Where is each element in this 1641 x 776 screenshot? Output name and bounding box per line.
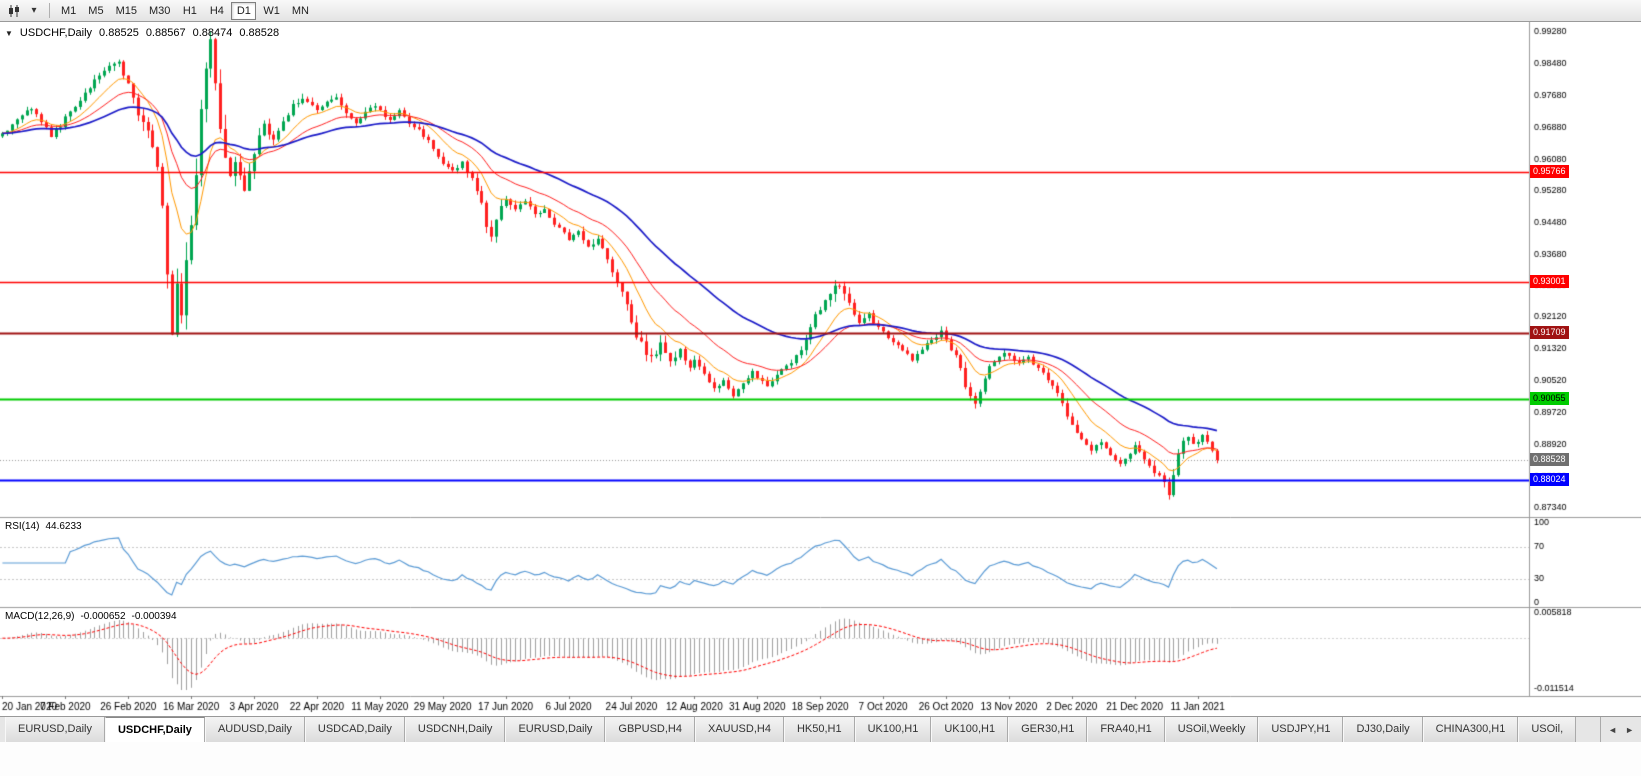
tab-china300-h1[interactable]: CHINA300,H1 [1422,717,1519,742]
timeframe-m5-button[interactable]: M5 [83,2,108,20]
chart-high-value: 0.88567 [145,27,186,39]
timeframe-m15-button[interactable]: M15 [111,2,142,20]
rsi-value: 44.6233 [45,521,82,532]
support-line-price-tag[interactable]: 0.90055 [1530,392,1569,406]
tab-usoil-weekly[interactable]: USOil,Weekly [1164,717,1259,742]
chart-symbol-period: USDCHF,Daily [19,27,93,39]
tab-xauusd-h4[interactable]: XAUUSD,H4 [694,717,784,742]
chart-low-value: 0.88474 [192,27,233,39]
chart-title: ▼ USDCHF,Daily 0.88525 0.88567 0.88474 0… [5,27,279,39]
tab-gbpusd-h4[interactable]: GBPUSD,H4 [605,717,695,742]
timeframe-m1-button[interactable]: M1 [56,2,81,20]
timeframe-mn-button[interactable]: MN [287,2,314,20]
macd-main-value: -0.000652 [80,611,126,622]
rsi-indicator-title: RSI(14) 44.6233 [5,521,82,532]
timeframe-h4-button[interactable]: H4 [204,2,229,20]
resistance-line-price-tag[interactable]: 0.91709 [1530,326,1569,340]
window-lower-strip [0,742,1641,776]
chart-area[interactable]: ▼ USDCHF,Daily 0.88525 0.88567 0.88474 0… [0,22,1641,716]
chart-type-dropdown-caret-icon[interactable]: ▾ [31,5,37,16]
chart-tab-bar: EURUSD,Daily USDCHF,Daily AUDUSD,Daily U… [0,716,1641,742]
price-chart-canvas[interactable] [0,22,1641,716]
tab-usdcad-daily[interactable]: USDCAD,Daily [304,717,405,742]
support-line-price-tag[interactable]: 0.88024 [1530,473,1569,487]
tab-eurusd-daily-2[interactable]: EURUSD,Daily [505,717,606,742]
tab-usdcnh-daily[interactable]: USDCNH,Daily [404,717,506,742]
tab-uk100-h1-1[interactable]: UK100,H1 [854,717,932,742]
macd-signal-value: -0.000394 [131,611,177,622]
rsi-name: RSI(14) [5,521,40,532]
chart-collapse-icon[interactable]: ▼ [5,28,13,38]
toolbar: ▾ M1 M5 M15 M30 H1 H4 D1 W1 MN [0,0,1641,22]
timeframe-w1-button[interactable]: W1 [258,2,285,20]
tab-scroll-controls: ◄ ► [1600,717,1641,742]
tab-eurusd-daily-1[interactable]: EURUSD,Daily [5,717,105,742]
tab-audusd-daily[interactable]: AUDUSD,Daily [204,717,305,742]
tab-fra40-h1[interactable]: FRA40,H1 [1087,717,1165,742]
resistance-line-price-tag[interactable]: 0.95766 [1530,164,1569,178]
resistance-line-price-tag[interactable]: 0.93001 [1530,274,1569,288]
current-price-tag: 0.88528 [1530,453,1569,467]
tab-dj30-daily[interactable]: DJ30,Daily [1343,717,1423,742]
tab-ger30-h1[interactable]: GER30,H1 [1008,717,1088,742]
chart-close-value: 0.88528 [239,27,280,39]
macd-indicator-title: MACD(12,26,9) -0.000652 -0.000394 [5,611,177,622]
chart-type-candlestick-icon[interactable] [4,2,24,20]
tab-usoil-partial[interactable]: USOil, [1518,717,1577,742]
tab-uk100-h1-2[interactable]: UK100,H1 [931,717,1009,742]
macd-name: MACD(12,26,9) [5,611,75,622]
tab-hk50-h1[interactable]: HK50,H1 [783,717,855,742]
tab-scroll-left-icon[interactable]: ◄ [1608,724,1618,735]
tab-scroll-right-icon[interactable]: ► [1625,724,1634,735]
tab-usdchf-daily[interactable]: USDCHF,Daily [104,717,205,742]
toolbar-separator [49,3,50,18]
tab-usdjpy-h1[interactable]: USDJPY,H1 [1258,717,1344,742]
timeframe-d1-button[interactable]: D1 [231,1,257,20]
timeframe-m30-button[interactable]: M30 [144,2,175,20]
timeframe-h1-button[interactable]: H1 [177,2,202,20]
chart-open-value: 0.88525 [99,27,139,39]
